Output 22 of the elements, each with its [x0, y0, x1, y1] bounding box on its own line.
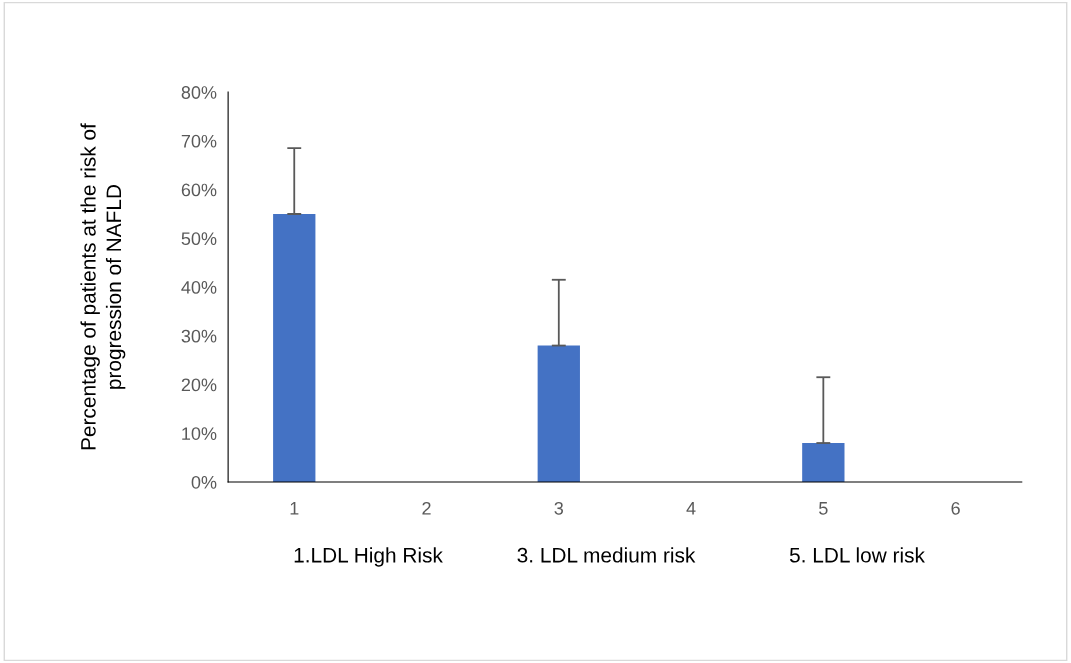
- x-tick-label: 5: [819, 502, 828, 515]
- y-tick-label: 40%: [181, 281, 217, 294]
- y-tick-label: 60%: [181, 183, 217, 197]
- x-tick-label: 3: [554, 501, 564, 515]
- x-tick-label: 4: [686, 502, 696, 515]
- y-tick-label: 50%: [181, 232, 217, 246]
- x-tick-label: 6: [951, 501, 960, 515]
- x-tick-label: 2: [422, 501, 431, 515]
- bar: [802, 443, 845, 482]
- y-tick-label: 20%: [181, 378, 217, 392]
- y-tick-label: 0%: [191, 475, 217, 489]
- text: 1.LDL High Risk: [294, 547, 443, 567]
- bar: [273, 213, 316, 482]
- bar: [537, 345, 580, 482]
- y-tick-label: 80%: [181, 86, 217, 99]
- x-tick-label: 1: [290, 502, 299, 515]
- y-tick-label: 30%: [181, 329, 217, 343]
- y-tick-label: 70%: [181, 134, 217, 148]
- y-axis-title: Percentage of patients at the risk of progression of NAFLD: [80, 123, 126, 450]
- text: 3. LDL medium risk: [517, 547, 696, 563]
- y-tick-label: 10%: [182, 427, 217, 440]
- text: 5. LDL low risk: [789, 547, 925, 563]
